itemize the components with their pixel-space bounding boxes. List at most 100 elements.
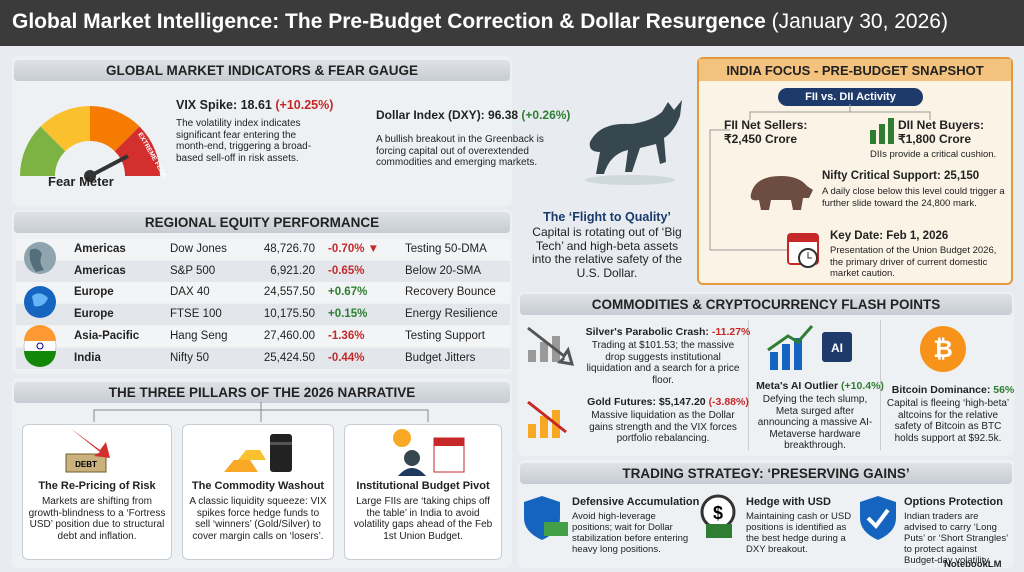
ai-label: AI	[831, 341, 843, 355]
note-cell: Testing Support	[405, 329, 485, 342]
commodity-text: Defying the tech slump, Meta surged afte…	[757, 394, 873, 451]
value-cell: 24,557.50	[263, 286, 315, 299]
commodity-title: Silver's Parabolic Crash:	[585, 326, 709, 338]
india-connectors	[709, 104, 931, 251]
dxy-heading: Dollar Index (DXY): 96.38 (+0.26%)	[376, 108, 570, 122]
options-icon	[860, 496, 896, 540]
pillar-text: A classic liquidity squeeze: VIX spikes …	[189, 496, 327, 542]
fear-gauge: EXTREME FEAR	[20, 106, 168, 182]
commodities-panel	[518, 292, 1014, 456]
btc-icon: ₿	[920, 326, 966, 372]
calendar-icon	[787, 233, 819, 268]
strategy-title: Hedge with USD	[746, 496, 831, 508]
strategy-text: Indian traders are advised to carry ‘Lon…	[904, 511, 1008, 566]
region-cell: Americas	[74, 243, 126, 255]
commodity-title: Bitcoin Dominance:	[891, 384, 991, 396]
flight-text: Capital is rotating out of ‘Big Tech’ an…	[531, 225, 683, 280]
region-icons	[23, 242, 57, 367]
commodity-change: -11.27%	[711, 326, 751, 338]
pillar-title: Institutional Budget Pivot	[356, 480, 490, 492]
header-title: Global Market Intelligence: The Pre-Budg…	[12, 10, 766, 33]
change-cell: -0.70% ▼	[328, 243, 380, 255]
note-cell: Below 20-SMA	[405, 264, 482, 277]
commodity-heading: Gold Futures: $5,147.20 (-3.88%)	[582, 396, 754, 408]
key-title: Key Date: Feb 1, 2026	[830, 230, 949, 242]
index-cell: Hang Seng	[170, 329, 228, 342]
nifty-text: A daily close below this level could tri…	[822, 186, 1005, 209]
strategy-title: TRADING STRATEGY: ‘PRESERVING GAINS’	[520, 463, 1012, 484]
gauge-label: Fear Meter	[48, 174, 114, 189]
dii-value: ₹1,800 Crore	[898, 132, 972, 146]
regional-title: REGIONAL EQUITY PERFORMANCE	[14, 212, 510, 233]
fii-title: FII Net Sellers:	[724, 118, 808, 132]
debt-icon: DEBT	[65, 428, 110, 473]
footer-brand: NotebookLM	[944, 559, 1002, 570]
commodity-title: Meta's AI Outlier	[756, 380, 839, 392]
dii-title: DII Net Buyers:	[898, 118, 985, 132]
index-cell: S&P 500	[170, 264, 216, 277]
vix-label: VIX Spike: 18.61	[176, 98, 272, 112]
pillar-connectors	[93, 402, 429, 422]
dxy-text: A bullish breakout in the Greenback is f…	[376, 134, 544, 168]
pillar-text: Large FIIs are ‘taking chips off the tab…	[353, 496, 493, 542]
bear-icon	[750, 176, 813, 210]
pillars-title: THE THREE PILLARS OF THE 2026 NARRATIVE	[14, 382, 510, 403]
commodity-text: Trading at $101.53; the massive drop sug…	[586, 340, 740, 386]
shield-icon	[524, 496, 568, 540]
divider	[748, 320, 749, 450]
commodity-text: Massive liquidation as the Dollar gains …	[589, 410, 737, 444]
commodity-title: Gold Futures: $5,147.20	[587, 396, 706, 408]
value-cell: 6,921.20	[270, 264, 315, 277]
note-cell: Recovery Bounce	[405, 286, 496, 299]
change-cell: +0.15%	[328, 308, 368, 321]
bull-icon	[585, 100, 682, 185]
commodity-heading: Silver's Parabolic Crash: -11.27%	[582, 326, 754, 338]
index-cell: DAX 40	[170, 286, 210, 299]
index-cell: FTSE 100	[170, 308, 222, 321]
fii-value: ₹2,450 Crore	[724, 132, 798, 146]
change-cell: +0.67%	[328, 286, 368, 299]
region-cell: Europe	[74, 286, 114, 299]
note-cell: Energy Resilience	[405, 308, 498, 321]
key-text: Presentation of the Union Budget 2026, t…	[830, 245, 997, 279]
commodity-text: Capital is fleeing ‘high-beta’ altcoins …	[886, 398, 1010, 444]
divider	[880, 320, 881, 450]
commodities-title: COMMODITIES & CRYPTOCURRENCY FLASH POINT…	[520, 294, 1012, 315]
header: Global Market Intelligence: The Pre-Budg…	[0, 0, 1024, 46]
commodity-heading: Meta's AI Outlier (+10.4%)	[752, 380, 888, 392]
note-cell: Budget Jitters	[405, 351, 476, 364]
row-bg	[16, 239, 510, 260]
dxy-label: Dollar Index (DXY): 96.38	[376, 108, 519, 122]
dxy-change: (+0.26%)	[521, 108, 571, 122]
dii-icon	[870, 118, 894, 144]
index-cell: Dow Jones	[170, 243, 227, 255]
row-bg	[16, 325, 510, 347]
commodity-icon	[224, 434, 292, 472]
pillar-title: The Re-Pricing of Risk	[38, 480, 156, 492]
vix-change: (+10.25%)	[275, 98, 334, 112]
region-cell: Europe	[74, 308, 114, 321]
india-subtitle: FII vs. DII Activity	[778, 88, 923, 106]
strategy-text: Maintaining cash or USD positions is ide…	[746, 511, 852, 555]
row-bg	[16, 304, 510, 326]
debt-label: DEBT	[75, 460, 97, 469]
vix-heading: VIX Spike: 18.61 (+10.25%)	[176, 98, 333, 112]
note-cell: Testing 50-DMA	[405, 243, 487, 255]
commodity-change: (+10.4%)	[841, 380, 884, 392]
strategy-text: Avoid high-leverage positions; wait for …	[572, 511, 689, 555]
value-cell: 25,424.50	[263, 351, 315, 364]
strategy-title: Defensive Accumulation	[572, 496, 700, 508]
pillar-text: Markets are shifting from growth-blindne…	[28, 496, 166, 542]
change-cell: -1.36%	[328, 329, 365, 342]
indicators-title: GLOBAL MARKET INDICATORS & FEAR GAUGE	[14, 60, 510, 81]
institution-icon	[393, 429, 465, 476]
btc-label: ₿	[933, 336, 953, 363]
commodity-change: (-3.88%)	[708, 396, 749, 408]
pillar-card	[22, 424, 172, 560]
change-cell: -0.44%	[328, 351, 365, 364]
value-cell: 27,460.00	[263, 329, 315, 342]
vix-text: The volatility index indicates significa…	[176, 118, 312, 164]
commodity-change: 56%	[993, 384, 1015, 396]
value-cell: 48,726.70	[263, 243, 315, 255]
